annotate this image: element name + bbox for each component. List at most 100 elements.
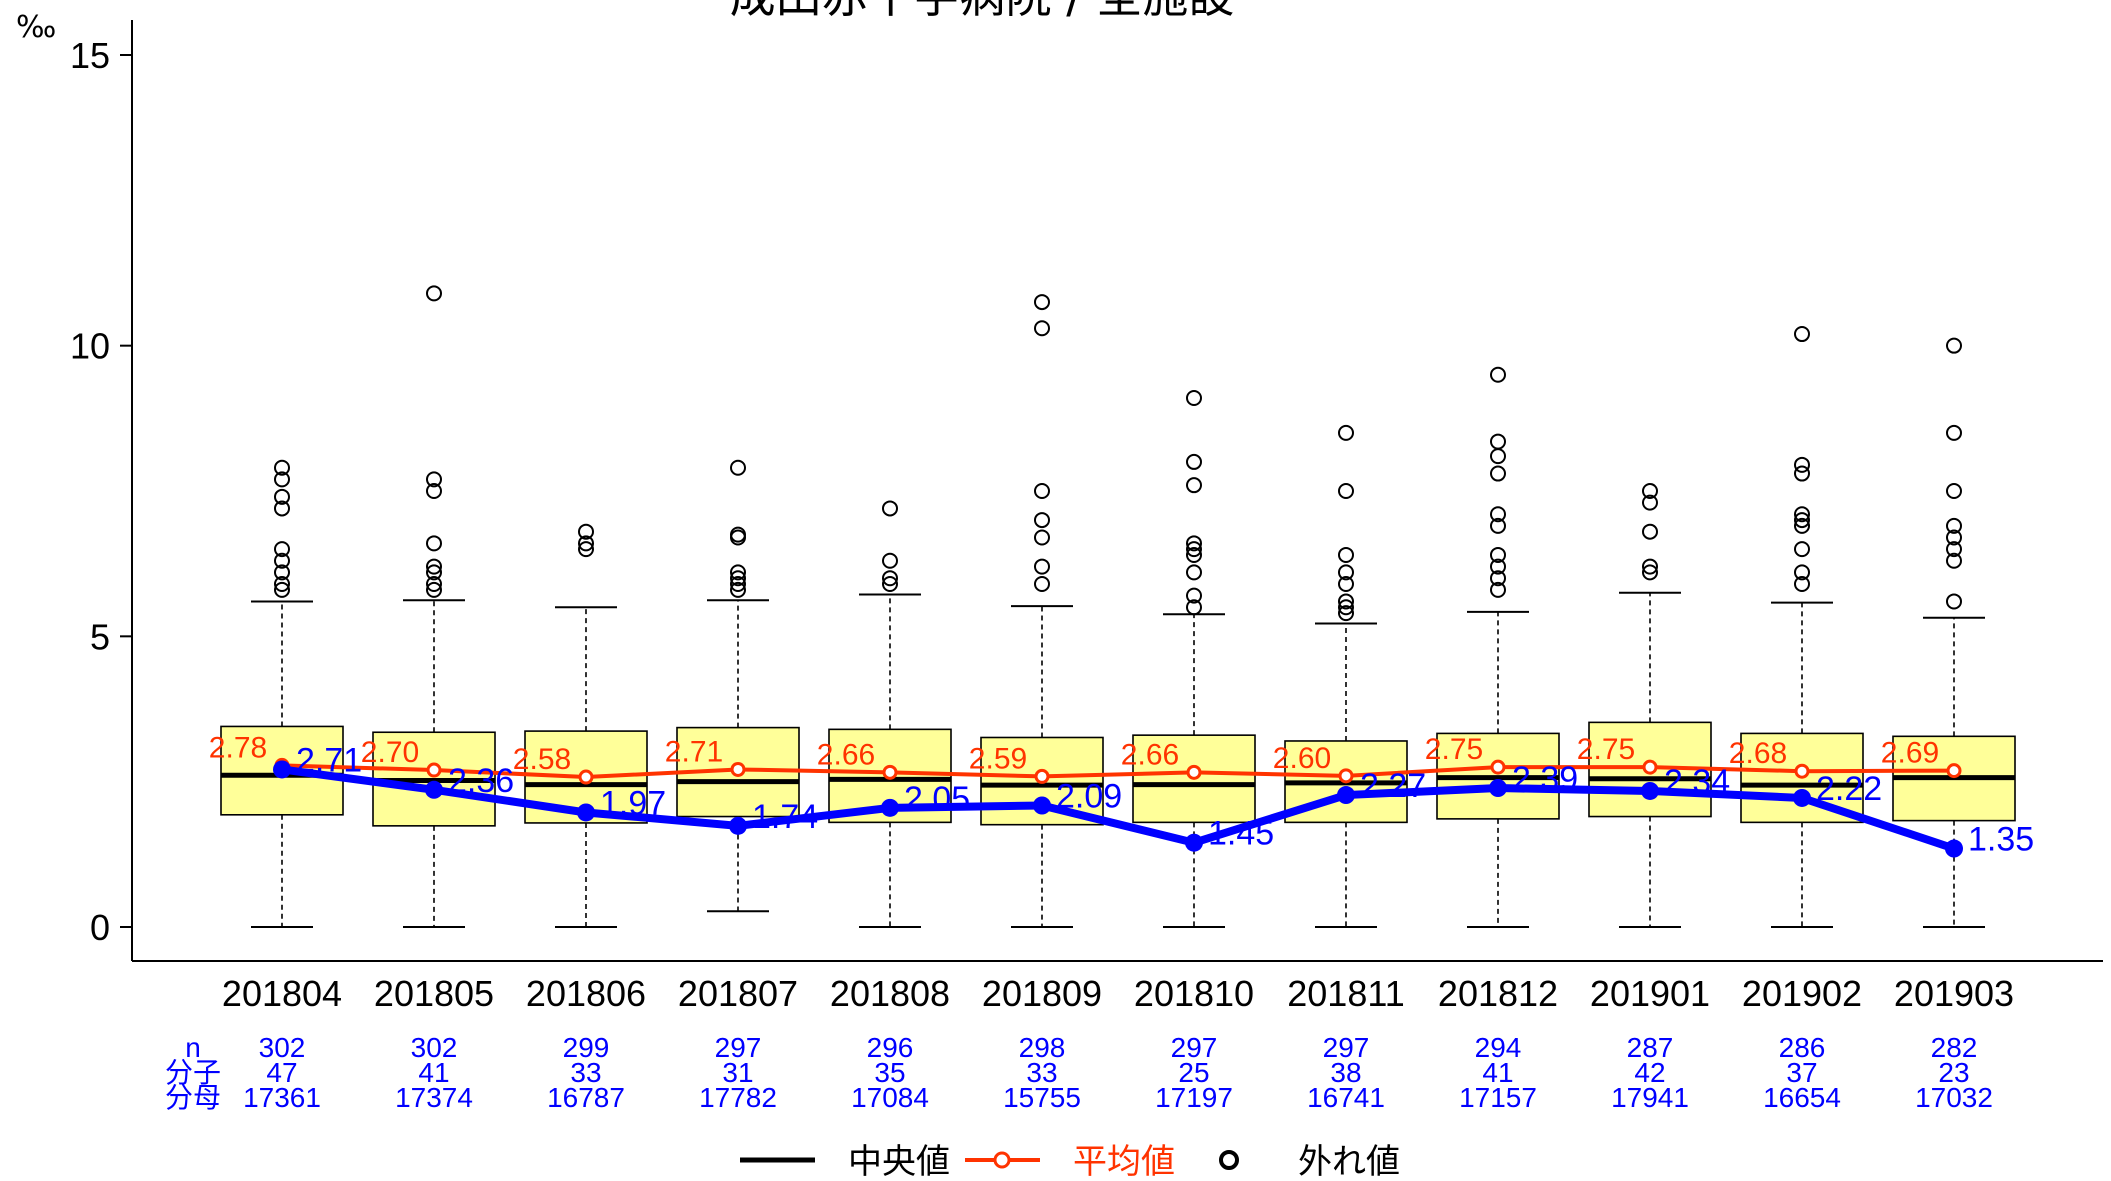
outlier-point	[1338, 599, 1354, 616]
count-cell: 15755	[1003, 1082, 1081, 1113]
outlier-point	[730, 570, 746, 587]
outlier-point	[1186, 541, 1202, 558]
outlier-point	[1642, 564, 1658, 581]
mean-value-label: 2.59	[969, 742, 1027, 775]
count-cell: 38	[1330, 1057, 1361, 1088]
mean-value-label: 2.69	[1881, 737, 1939, 770]
mean-point	[882, 764, 898, 780]
count-cell: 16654	[1763, 1082, 1841, 1113]
legend-outlier-marker	[1219, 1150, 1239, 1170]
outlier-point	[1946, 424, 1962, 441]
outlier-point	[1034, 483, 1050, 499]
outlier-point	[1642, 523, 1658, 540]
hospital-value-label: 2.39	[1512, 760, 1578, 798]
axes: 0 5 10 15 201804 201805 201806 201807 201808 2018…	[70, 20, 2103, 1014]
x-tick-label: 201811	[1287, 973, 1404, 1014]
outlier-point	[1490, 465, 1506, 482]
outlier-point	[274, 541, 290, 558]
box-201805	[372, 285, 496, 928]
count-cell: 41	[418, 1057, 449, 1088]
outlier-point	[1794, 326, 1810, 343]
outlier-point	[1794, 541, 1810, 558]
outlier-point	[426, 285, 442, 302]
box-201804	[220, 459, 344, 928]
outlier-point	[1338, 593, 1354, 610]
outlier-point	[882, 500, 898, 517]
hospital-value-label: 2.05	[904, 780, 970, 818]
hospital-value-label: 2.71	[296, 741, 362, 779]
mean-point	[1794, 763, 1810, 779]
outlier-point	[1794, 456, 1810, 473]
count-cell: 17361	[243, 1082, 321, 1113]
hospital-line	[281, 765, 1956, 853]
count-cell: 17782	[699, 1082, 777, 1113]
outlier-point	[1642, 483, 1658, 499]
count-cell: 42	[1634, 1057, 1665, 1088]
y-tick-label: 15	[70, 35, 110, 76]
y-unit-label: ‰	[16, 10, 56, 45]
x-tick-label: 201902	[1742, 973, 1862, 1014]
count-row-label: 分母	[165, 1082, 221, 1113]
outlier-point	[426, 471, 442, 488]
y-tick-label: 0	[90, 907, 110, 948]
box-201807	[676, 459, 800, 913]
y-tick-label: 5	[90, 616, 110, 657]
y-tick-label: 10	[70, 326, 110, 367]
mean-line	[281, 763, 1955, 780]
outlier-point	[578, 541, 594, 558]
count-cell: 17941	[1611, 1082, 1689, 1113]
outlier-point	[730, 526, 746, 543]
count-cell: 37	[1786, 1057, 1817, 1088]
count-cell: 294	[1475, 1032, 1522, 1063]
count-cell: 33	[1026, 1057, 1057, 1088]
outlier-point	[1946, 593, 1962, 610]
outlier-point	[426, 564, 442, 581]
box-201812	[1436, 366, 1560, 928]
outlier-point	[274, 459, 290, 476]
outlier-point	[1338, 483, 1354, 499]
mean-point	[1946, 763, 1962, 779]
hospital-value-label: 1.45	[1208, 815, 1274, 853]
outlier-point	[274, 564, 290, 581]
outlier-point	[1946, 552, 1962, 569]
mean-value-label: 2.75	[1577, 733, 1635, 766]
mean-value-label: 2.78	[209, 731, 267, 764]
count-cell: 17084	[851, 1082, 929, 1113]
mean-value-label: 2.66	[1121, 738, 1179, 771]
boxes	[220, 285, 2016, 928]
box-201808	[828, 500, 952, 928]
count-row-label: 分子	[165, 1057, 221, 1088]
count-cell: 297	[1323, 1032, 1370, 1063]
mean-point	[1490, 759, 1506, 775]
count-cell: 17197	[1155, 1082, 1233, 1113]
outlier-point	[1794, 465, 1810, 482]
outlier-point	[578, 523, 594, 540]
mean-value-label: 2.66	[817, 738, 875, 771]
outlier-point	[274, 552, 290, 569]
outlier-point	[274, 488, 290, 505]
count-cell: 31	[722, 1057, 753, 1088]
outlier-point	[1946, 529, 1962, 546]
hospital-point	[729, 816, 747, 835]
outlier-point	[1490, 506, 1506, 523]
outlier-point	[730, 564, 746, 581]
box-201902	[1740, 326, 1864, 928]
outlier-point	[1794, 564, 1810, 581]
outlier-point	[1186, 453, 1202, 470]
outlier-point	[1946, 517, 1962, 534]
count-cell: 35	[874, 1057, 905, 1088]
x-tick-label: 201808	[830, 973, 950, 1014]
count-cell: 298	[1019, 1032, 1066, 1063]
outlier-point	[1034, 512, 1050, 529]
count-cell: 302	[411, 1032, 458, 1063]
outlier-point	[1186, 587, 1202, 604]
outlier-point	[1946, 337, 1962, 354]
mean-value-label: 2.60	[1273, 742, 1331, 775]
mean-point	[578, 769, 594, 785]
outlier-point	[426, 558, 442, 575]
outlier-point	[1794, 506, 1810, 523]
x-tick-label: 201901	[1590, 973, 1710, 1014]
outlier-point	[426, 535, 442, 552]
outlier-point	[1490, 366, 1506, 383]
outlier-point	[1186, 599, 1202, 616]
